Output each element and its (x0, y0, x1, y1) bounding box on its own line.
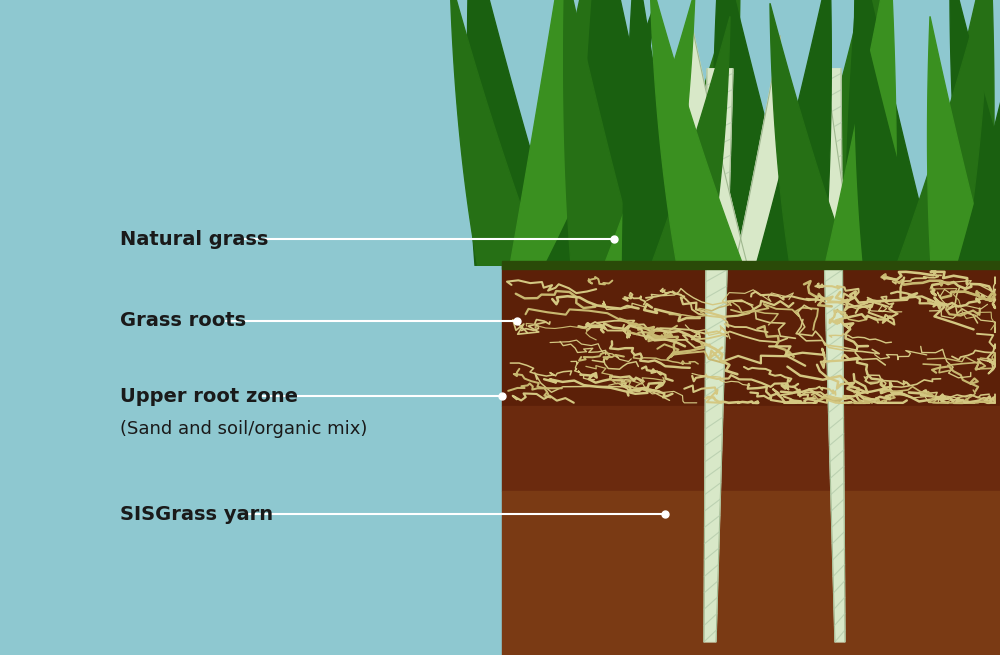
Polygon shape (713, 0, 805, 265)
Polygon shape (735, 36, 785, 265)
Polygon shape (650, 0, 743, 265)
Polygon shape (510, 0, 580, 265)
Text: SISGrass yarn: SISGrass yarn (120, 504, 273, 524)
Polygon shape (640, 0, 740, 265)
Polygon shape (564, 0, 639, 265)
Polygon shape (790, 0, 881, 265)
Polygon shape (580, 0, 680, 265)
Polygon shape (688, 16, 747, 265)
Polygon shape (704, 69, 733, 642)
Polygon shape (545, 3, 655, 265)
Polygon shape (450, 0, 542, 265)
Text: Upper root zone: Upper root zone (120, 386, 298, 406)
Polygon shape (950, 0, 1000, 265)
Polygon shape (819, 69, 845, 642)
Text: Natural grass: Natural grass (120, 229, 268, 249)
Polygon shape (651, 16, 730, 265)
Polygon shape (756, 0, 831, 265)
Polygon shape (825, 0, 896, 265)
Polygon shape (897, 0, 990, 265)
Text: Grass roots: Grass roots (120, 311, 246, 331)
Polygon shape (958, 0, 1000, 265)
Text: (Sand and soil/organic mix): (Sand and soil/organic mix) (120, 420, 367, 438)
Bar (502, 265, 1000, 406)
Polygon shape (928, 16, 989, 265)
Polygon shape (910, 0, 994, 265)
Polygon shape (806, 29, 854, 265)
Polygon shape (845, 0, 935, 265)
Bar (502, 491, 1000, 655)
Polygon shape (854, 0, 926, 265)
Polygon shape (467, 0, 565, 265)
Bar (502, 261, 1000, 269)
Polygon shape (520, 0, 600, 265)
Bar (502, 406, 1000, 491)
Polygon shape (770, 3, 850, 265)
Polygon shape (604, 0, 695, 265)
Polygon shape (622, 0, 688, 265)
